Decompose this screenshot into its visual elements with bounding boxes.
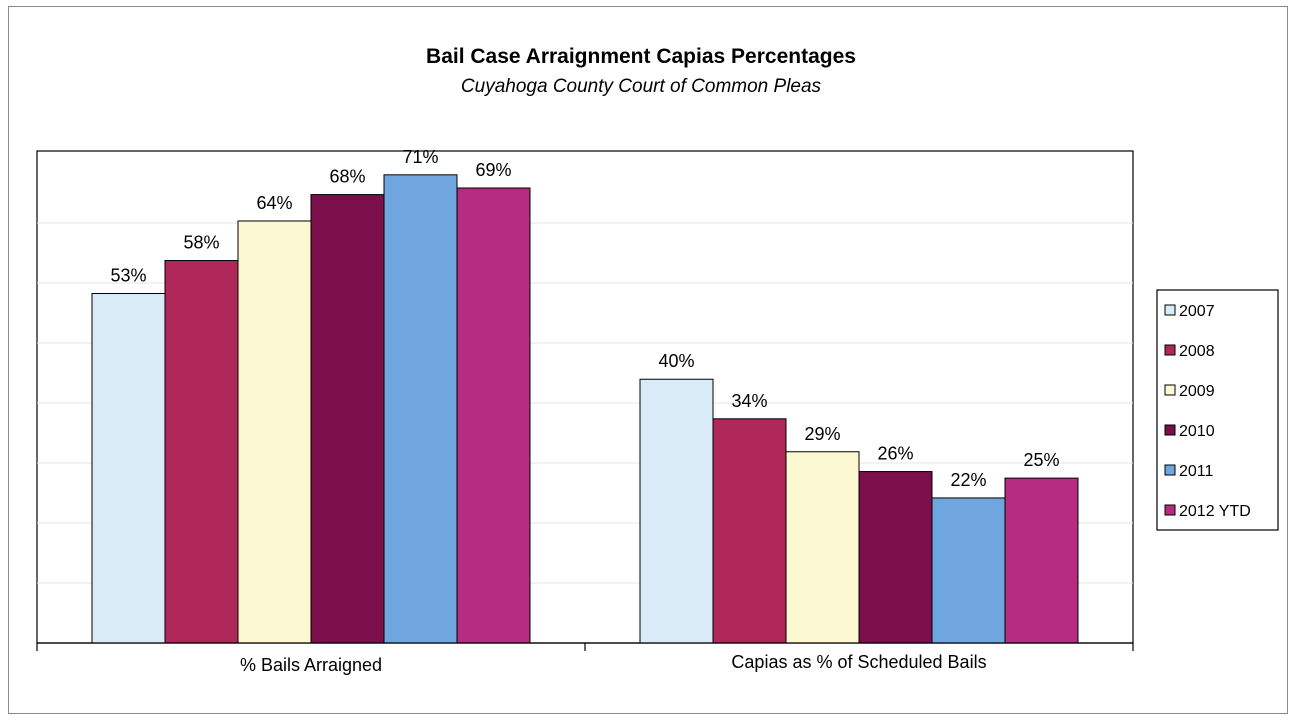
bar-2008-capias: [712, 418, 787, 644]
data-label: 29%: [804, 424, 840, 444]
bar-2011-bails-arraigned: [383, 174, 458, 644]
legend-box: [1156, 289, 1279, 531]
legend-label: 2008: [1179, 343, 1215, 360]
data-label: 58%: [183, 233, 219, 253]
bar-2007-capias: [639, 378, 714, 644]
bar-2012-ytd-capias: [1004, 477, 1079, 644]
category-label: % Bails Arraigned: [240, 655, 382, 675]
legend-swatch: [1164, 424, 1176, 436]
data-labels-group: 53% 58% 64% 68% 71% 69% 40% 34% 29% 26% 22% 25%: [110, 147, 1059, 490]
legend-swatch: [1164, 384, 1176, 396]
data-label: 64%: [256, 193, 292, 213]
data-label: 71%: [402, 147, 438, 167]
bar-2010-capias: [858, 471, 933, 644]
bar-2008-bails-arraigned: [164, 260, 239, 644]
legend-label: 2007: [1179, 303, 1215, 320]
bar-2012-ytd-bails-arraigned: [456, 187, 531, 644]
bar-2009-bails-arraigned: [237, 220, 312, 644]
bar-2010-bails-arraigned: [310, 194, 385, 644]
data-label: 34%: [731, 391, 767, 411]
data-label: 53%: [110, 266, 146, 286]
legend-label: 2009: [1179, 383, 1215, 400]
legend-swatch: [1164, 464, 1176, 476]
category-label: Capias as % of Scheduled Bails: [731, 652, 986, 672]
data-label: 25%: [1023, 450, 1059, 470]
data-label: 40%: [658, 351, 694, 371]
chart-title: Bail Case Arraignment Capias Percentages: [426, 45, 856, 68]
bar-2007-bails-arraigned: [91, 293, 166, 644]
data-label: 22%: [950, 470, 986, 490]
data-label: 68%: [329, 167, 365, 187]
legend-swatch: [1164, 304, 1176, 316]
data-label: 26%: [877, 444, 913, 464]
bar-2009-capias: [785, 451, 860, 644]
chart-subtitle: Cuyahoga County Court of Common Pleas: [461, 76, 822, 97]
legend: 2007 2008 2009 2010 2011 2012 YTD: [1164, 303, 1251, 520]
bar-series-group: [91, 174, 1079, 644]
data-label: 69%: [475, 160, 511, 180]
legend-swatch: [1164, 504, 1176, 516]
legend-label: 2011: [1179, 463, 1214, 480]
legend-label: 2012 YTD: [1179, 503, 1251, 520]
legend-label: 2010: [1179, 423, 1215, 440]
bar-2011-capias: [931, 497, 1006, 644]
legend-swatch: [1164, 344, 1176, 356]
